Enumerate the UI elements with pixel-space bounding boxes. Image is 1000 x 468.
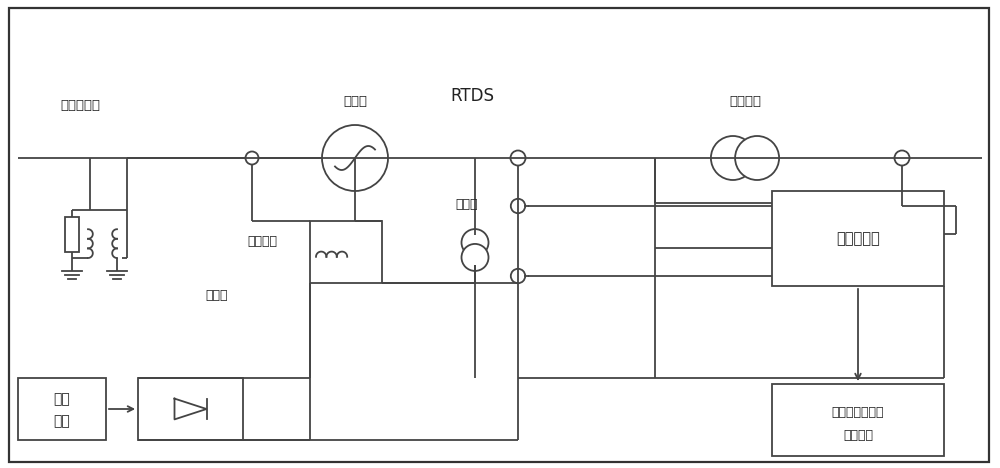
Circle shape: [462, 244, 488, 271]
Bar: [772, 384, 944, 456]
Text: 发电机: 发电机: [343, 95, 367, 109]
Circle shape: [711, 136, 755, 180]
Text: 功率放大器: 功率放大器: [836, 231, 880, 246]
Circle shape: [895, 151, 910, 166]
Text: 转子回路: 转子回路: [247, 235, 277, 249]
Text: 励磁变: 励磁变: [456, 198, 478, 212]
Text: 接地变压器: 接地变压器: [60, 100, 100, 112]
Bar: [65, 217, 79, 252]
Text: 保护装置: 保护装置: [843, 429, 873, 442]
Bar: [310, 221, 382, 283]
Bar: [138, 378, 243, 440]
Text: RTDS: RTDS: [450, 87, 494, 105]
Text: 整流桥: 整流桥: [206, 290, 228, 302]
Text: 主变压器: 主变压器: [729, 95, 761, 109]
Circle shape: [322, 125, 388, 191]
Circle shape: [511, 269, 525, 283]
Circle shape: [511, 199, 525, 213]
Bar: [772, 191, 944, 286]
Circle shape: [735, 136, 779, 180]
Circle shape: [246, 152, 258, 164]
Bar: [18, 378, 106, 440]
Text: 励磁: 励磁: [54, 393, 70, 407]
Circle shape: [511, 151, 526, 166]
Text: 发电机变压器组: 发电机变压器组: [832, 406, 884, 419]
Text: 模型: 模型: [54, 414, 70, 428]
Circle shape: [462, 229, 488, 256]
